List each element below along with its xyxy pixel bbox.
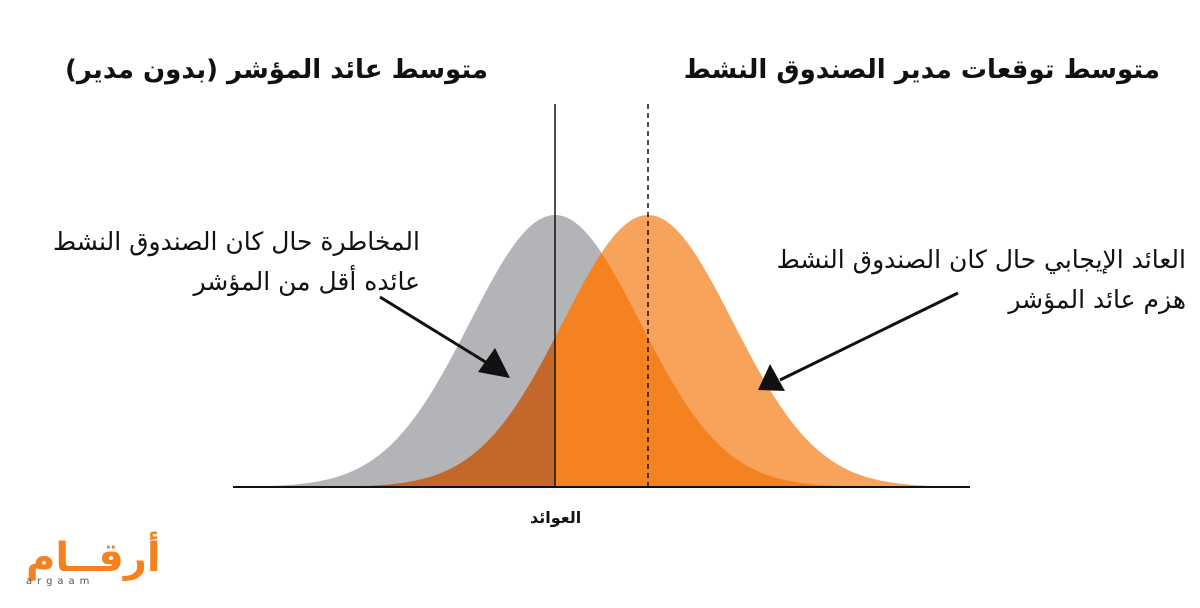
risk-region [233,337,555,487]
x-axis-label: العوائد [530,508,582,527]
risk-annotation-line-2: عائده أقل من المؤشر [193,267,420,296]
gain-arrow [758,291,959,391]
index-return-title: متوسط عائد المؤشر (بدون مدير) [65,55,489,85]
logo-arabic-text: أرقــام [26,535,161,581]
risk-arrow [379,295,510,378]
argaam-logo: أرقــام argaam [26,538,161,587]
gain-annotation-line-2: هزم عائد المؤشر [1008,285,1186,314]
positive-return-region [555,253,970,487]
logo-latin-text: argaam [26,576,95,587]
gain-annotation: العائد الإيجابي حال كان الصندوق النشط هز… [777,240,1186,320]
risk-annotation-line-1: المخاطرة حال كان الصندوق النشط [53,227,420,256]
fund-expectation-title: متوسط توقعات مدير الصندوق النشط [683,55,1160,85]
gain-annotation-line-1: العائد الإيجابي حال كان الصندوق النشط [776,245,1186,274]
risk-annotation: المخاطرة حال كان الصندوق النشط عائده أقل… [53,222,420,302]
